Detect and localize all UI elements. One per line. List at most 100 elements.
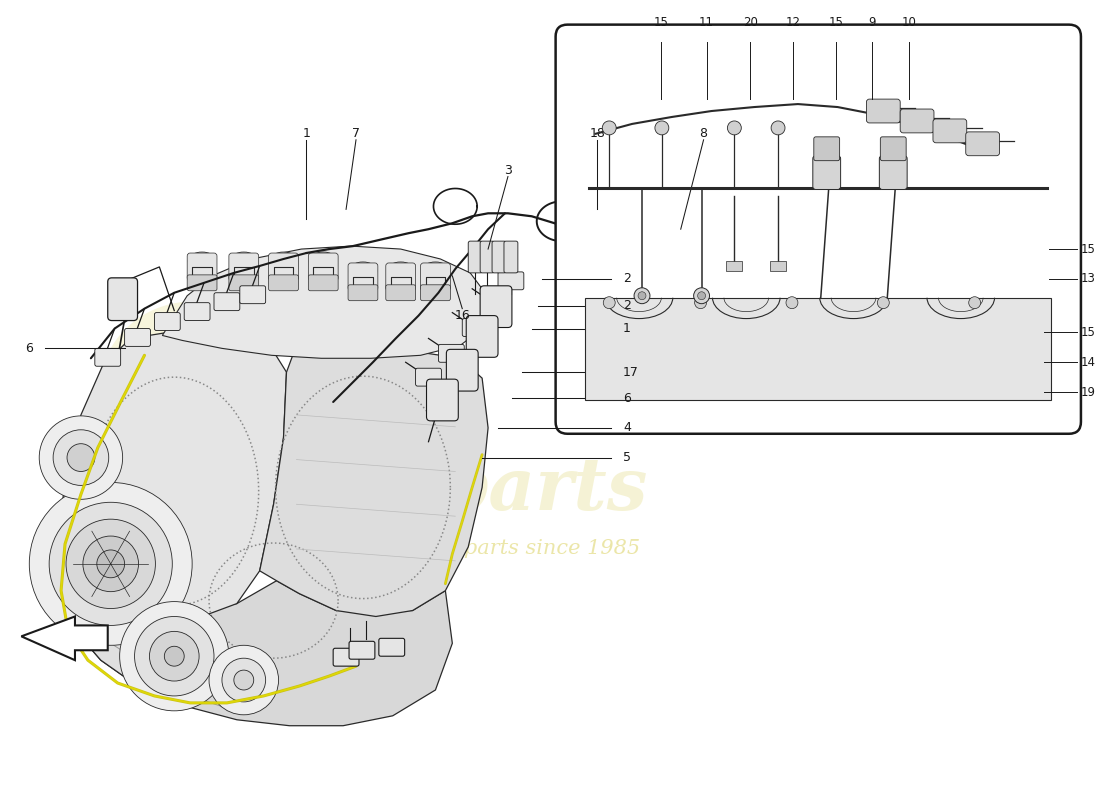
FancyBboxPatch shape (867, 99, 900, 123)
Ellipse shape (309, 252, 337, 270)
Ellipse shape (387, 262, 415, 280)
FancyBboxPatch shape (480, 286, 512, 327)
Ellipse shape (421, 262, 450, 280)
Bar (585, 298, 1052, 400)
Text: a passion for parts since 1985: a passion for parts since 1985 (320, 539, 640, 558)
FancyBboxPatch shape (813, 156, 840, 190)
Bar (696, 253, 707, 273)
FancyBboxPatch shape (966, 132, 1000, 156)
Text: 6: 6 (623, 391, 631, 405)
Bar (652, 227, 663, 247)
Bar (726, 261, 742, 271)
Text: europarts: europarts (253, 454, 648, 525)
Circle shape (66, 519, 155, 609)
Bar (652, 253, 663, 273)
FancyBboxPatch shape (229, 275, 258, 290)
FancyBboxPatch shape (386, 285, 416, 301)
Text: 13: 13 (1081, 272, 1096, 286)
Circle shape (771, 121, 785, 135)
Circle shape (209, 646, 278, 714)
Text: since 1985: since 1985 (794, 206, 961, 237)
Text: 3: 3 (504, 163, 512, 177)
Text: 10: 10 (902, 15, 916, 29)
Bar (613, 224, 618, 269)
Text: 18: 18 (590, 127, 605, 140)
Text: es: es (846, 94, 988, 210)
FancyBboxPatch shape (480, 241, 494, 273)
FancyBboxPatch shape (482, 294, 508, 313)
Circle shape (638, 292, 646, 300)
Text: 5: 5 (623, 451, 631, 464)
FancyBboxPatch shape (579, 185, 596, 212)
FancyBboxPatch shape (420, 263, 450, 290)
Bar (623, 253, 634, 273)
Circle shape (67, 444, 95, 471)
FancyBboxPatch shape (154, 313, 180, 330)
Circle shape (694, 288, 710, 304)
Ellipse shape (270, 252, 297, 270)
Circle shape (694, 297, 706, 309)
FancyBboxPatch shape (187, 275, 217, 290)
Circle shape (969, 297, 980, 309)
Circle shape (40, 416, 122, 499)
Circle shape (164, 646, 184, 666)
Circle shape (30, 482, 192, 646)
Bar (682, 227, 693, 247)
Circle shape (878, 297, 889, 309)
Text: 6: 6 (25, 342, 33, 355)
Text: e: e (85, 232, 279, 528)
FancyBboxPatch shape (420, 285, 450, 301)
Circle shape (234, 670, 254, 690)
Circle shape (603, 297, 615, 309)
Circle shape (697, 292, 705, 300)
Polygon shape (21, 617, 108, 660)
FancyBboxPatch shape (308, 253, 338, 281)
Circle shape (727, 121, 741, 135)
Circle shape (603, 121, 616, 135)
FancyBboxPatch shape (184, 302, 210, 321)
FancyBboxPatch shape (498, 272, 524, 290)
FancyBboxPatch shape (229, 253, 258, 281)
Ellipse shape (230, 252, 257, 270)
FancyBboxPatch shape (268, 275, 298, 290)
Polygon shape (55, 571, 452, 726)
FancyBboxPatch shape (95, 348, 121, 366)
FancyBboxPatch shape (386, 263, 416, 290)
Bar (770, 261, 786, 271)
Circle shape (222, 658, 265, 702)
FancyBboxPatch shape (900, 109, 934, 133)
Text: 2: 2 (623, 272, 631, 286)
Bar (637, 253, 648, 273)
FancyBboxPatch shape (240, 286, 265, 304)
Text: 4: 4 (623, 422, 631, 434)
Circle shape (120, 602, 229, 711)
FancyBboxPatch shape (124, 329, 151, 346)
FancyBboxPatch shape (349, 642, 375, 659)
FancyBboxPatch shape (814, 137, 839, 161)
FancyBboxPatch shape (108, 278, 138, 321)
Polygon shape (55, 571, 164, 700)
FancyBboxPatch shape (447, 350, 478, 391)
FancyBboxPatch shape (469, 241, 482, 273)
Text: 1: 1 (623, 322, 631, 335)
FancyBboxPatch shape (348, 263, 378, 290)
Text: 15: 15 (828, 15, 843, 29)
FancyBboxPatch shape (268, 253, 298, 281)
Circle shape (50, 502, 173, 626)
Polygon shape (260, 342, 488, 617)
Bar (623, 227, 634, 247)
Ellipse shape (188, 252, 216, 270)
Bar (722, 224, 727, 269)
FancyBboxPatch shape (308, 275, 338, 290)
Polygon shape (55, 333, 286, 617)
Text: 9: 9 (869, 15, 876, 29)
Text: 8: 8 (700, 127, 707, 140)
Text: 15: 15 (1081, 326, 1096, 339)
Text: 19: 19 (1081, 386, 1096, 398)
Bar (667, 227, 678, 247)
Text: 15: 15 (653, 15, 669, 29)
Text: 1: 1 (302, 127, 310, 140)
Text: 12: 12 (785, 15, 801, 29)
FancyBboxPatch shape (416, 368, 441, 386)
Circle shape (786, 297, 798, 309)
